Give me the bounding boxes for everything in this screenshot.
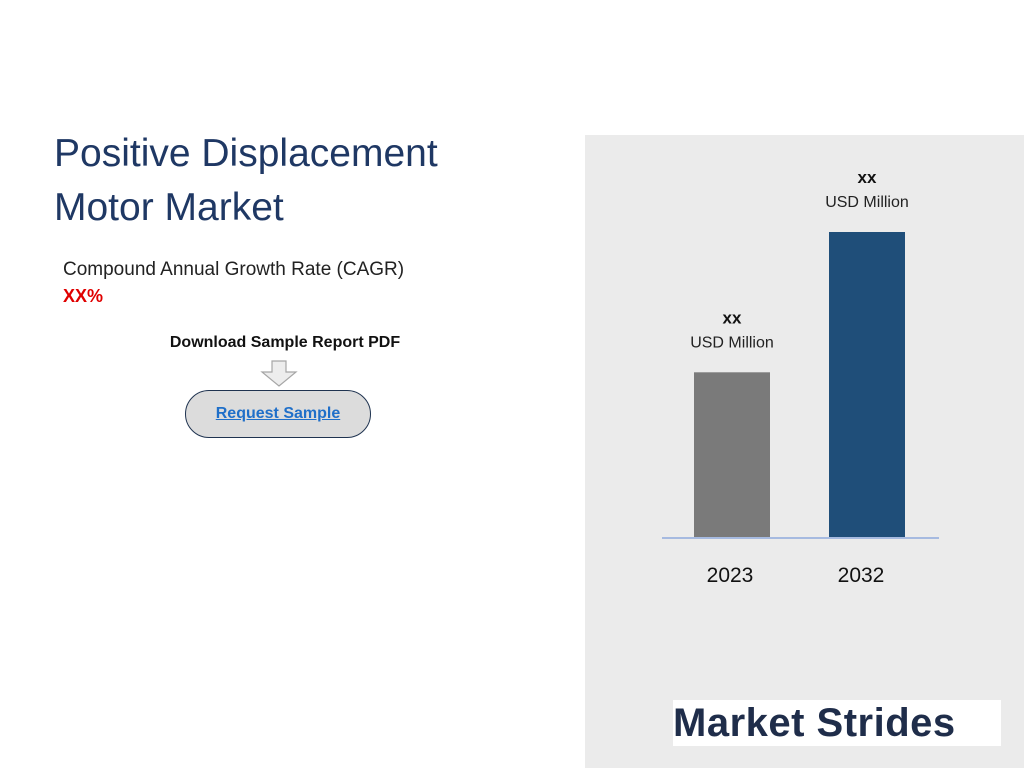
- market-bar-chart: xx USD Million 2023 xx USD Million 2032: [662, 168, 939, 587]
- cagr-label: Compound Annual Growth Rate (CAGR): [63, 259, 405, 280]
- down-arrow-icon: [260, 360, 298, 387]
- bar-unit-label-2032: USD Million: [825, 194, 909, 211]
- cagr-value: XX%: [63, 286, 104, 306]
- bar-unit-label-2023: USD Million: [690, 334, 774, 351]
- bar-2032: [829, 232, 905, 537]
- page-title: Positive Displacement Motor Market: [54, 127, 438, 235]
- x-tick-label-2023: 2023: [707, 564, 754, 587]
- request-sample-button[interactable]: Request Sample: [185, 390, 371, 438]
- title-line-1: Positive Displacement: [54, 132, 438, 175]
- request-sample-label[interactable]: Request Sample: [215, 405, 341, 422]
- logo-text: Market Strides: [673, 701, 956, 745]
- chart-panel: xx USD Million 2023 xx USD Million 2032: [585, 135, 1024, 768]
- x-tick-label-2032: 2032: [838, 564, 885, 587]
- bar-2023: [694, 372, 770, 537]
- bar-value-label-2032: xx: [858, 168, 877, 187]
- title-line-2: Motor Market: [54, 186, 284, 229]
- download-label: Download Sample Report PDF: [169, 334, 401, 351]
- bar-value-label-2023: xx: [723, 308, 742, 327]
- market-strides-logo: Market Strides: [673, 700, 1001, 746]
